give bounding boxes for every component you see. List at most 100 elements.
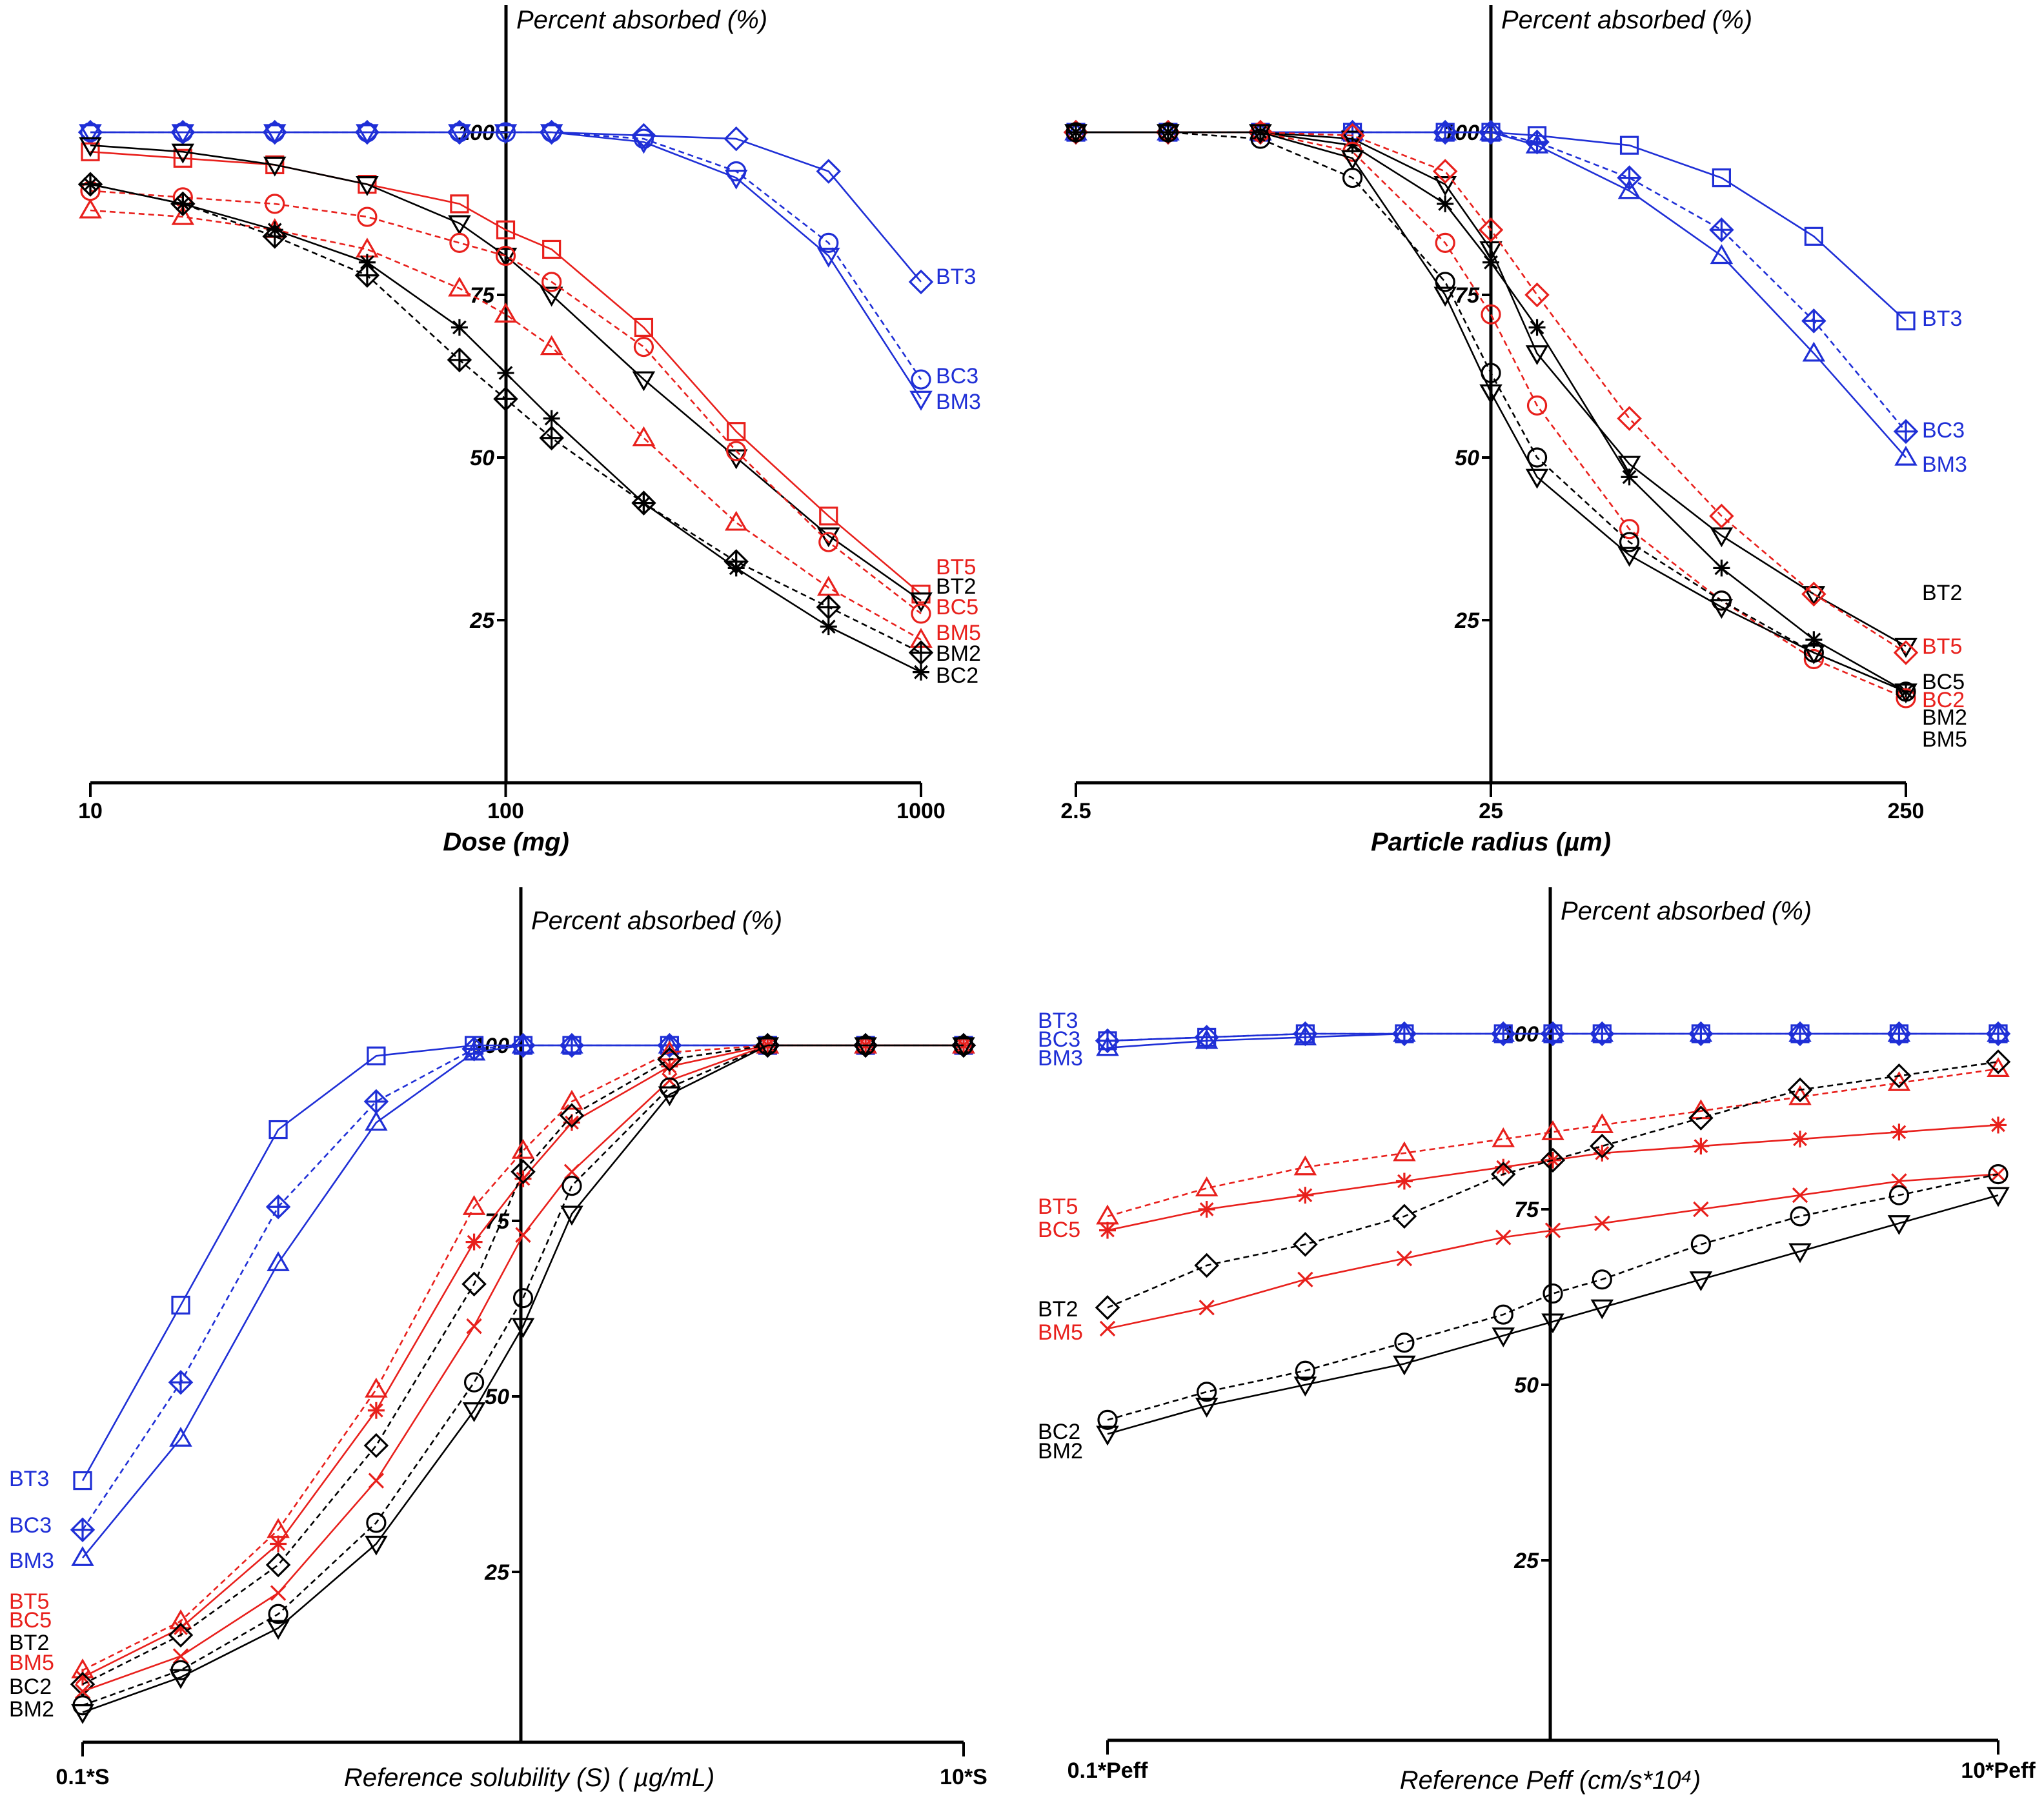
- data-point: [497, 364, 514, 381]
- data-point: [1099, 1320, 1116, 1337]
- y-tick-label: 25: [1454, 609, 1480, 633]
- data-point: [171, 205, 195, 225]
- data-point: [1525, 133, 1549, 154]
- data-point: [1064, 124, 1088, 145]
- data-point: [1198, 1201, 1215, 1218]
- series-BM2: BM2: [1066, 122, 1967, 730]
- data-point: [1525, 468, 1549, 489]
- y-tick-label: 25: [484, 1560, 510, 1585]
- series-BC3: BC3: [9, 1032, 976, 1542]
- data-point: [908, 640, 934, 665]
- series-line: [1107, 1194, 1999, 1435]
- data-point: [1433, 176, 1457, 196]
- series-label: BT3: [1038, 1009, 1078, 1033]
- data-point: [1891, 1173, 1907, 1189]
- series-label: BC5: [936, 595, 978, 619]
- data-point: [658, 1086, 682, 1107]
- data-point: [1896, 688, 1916, 709]
- data-point: [1802, 341, 1826, 362]
- data-point: [1526, 447, 1548, 468]
- data-point: [1893, 640, 1919, 665]
- data-point: [1802, 586, 1826, 606]
- data-point: [511, 1033, 535, 1054]
- data-point: [1396, 1250, 1413, 1267]
- data-point: [1492, 1127, 1515, 1147]
- series-label: BM3: [9, 1549, 54, 1573]
- data-point: [909, 390, 933, 411]
- data-point: [1894, 445, 1918, 466]
- series-line: [81, 1044, 964, 1531]
- series-BT2: BT2: [79, 137, 976, 612]
- data-point: [1492, 1327, 1515, 1348]
- data-point: [563, 1163, 580, 1180]
- series-label: BC2: [9, 1675, 52, 1699]
- series-label: BM2: [1038, 1439, 1083, 1464]
- data-point: [726, 441, 747, 461]
- data-point: [1689, 1271, 1713, 1292]
- data-point: [908, 269, 934, 295]
- data-point: [1594, 1144, 1611, 1162]
- data-point: [1790, 1206, 1810, 1227]
- series-label: BM3: [1038, 1046, 1083, 1071]
- data-point: [1157, 124, 1180, 145]
- data-point: [1195, 1398, 1219, 1418]
- data-point: [1709, 503, 1734, 528]
- series-BT5: BT5: [1038, 1057, 2010, 1225]
- data-point: [1495, 1229, 1512, 1245]
- series-line: [81, 1044, 964, 1482]
- series-BM2: BM2: [1038, 1187, 2010, 1464]
- data-point: [1788, 1243, 1812, 1263]
- data-point: [1479, 384, 1503, 405]
- data-point: [447, 347, 472, 373]
- data-point: [1493, 1304, 1513, 1325]
- data-point: [365, 1535, 388, 1556]
- data-point: [365, 1377, 388, 1398]
- data-point: [466, 1318, 482, 1334]
- series-line: [90, 150, 922, 595]
- data-point: [1250, 128, 1271, 149]
- data-point: [632, 371, 656, 392]
- series-label: BT2: [1922, 581, 1962, 605]
- y-tick-label: 75: [1455, 283, 1480, 308]
- series-line: [82, 1044, 964, 1671]
- series-label: BC5: [9, 1608, 52, 1633]
- data-point: [911, 603, 931, 624]
- data-point: [363, 1089, 389, 1114]
- data-point: [634, 317, 654, 337]
- data-point: [1295, 1360, 1315, 1381]
- data-point: [1802, 644, 1826, 665]
- series-label: BM2: [936, 641, 981, 666]
- series-label: BT5: [9, 1589, 49, 1614]
- series-label: BC3: [936, 364, 978, 388]
- series-line: [1076, 131, 1907, 654]
- data-point: [1804, 226, 1823, 246]
- data-point: [817, 247, 840, 268]
- data-point: [450, 194, 469, 214]
- data-point: [1617, 547, 1641, 567]
- data-point: [1482, 254, 1499, 271]
- data-point: [1293, 1376, 1317, 1397]
- data-point: [632, 426, 656, 447]
- series-line: [1107, 1173, 1999, 1421]
- data-point: [1393, 1021, 1416, 1042]
- data-point: [448, 124, 471, 145]
- data-point: [1393, 1355, 1416, 1376]
- data-point: [540, 287, 563, 307]
- data-point: [79, 124, 102, 145]
- series-BC2: BC2: [1066, 122, 1965, 712]
- series-label: BT5: [1922, 634, 1962, 659]
- data-point: [263, 124, 287, 145]
- series-BM5: BM5: [9, 1037, 972, 1700]
- data-point: [169, 1669, 192, 1689]
- data-point: [911, 369, 931, 390]
- series-line: [1107, 1173, 1999, 1330]
- data-point: [540, 124, 563, 145]
- data-point: [173, 148, 192, 168]
- data-point: [1792, 1131, 1809, 1148]
- data-point: [1590, 1133, 1615, 1159]
- x-axis-title: Reference solubility (S) ( µg/mL): [344, 1764, 714, 1792]
- data-point: [633, 337, 654, 357]
- data-point: [1617, 165, 1642, 190]
- data-point: [365, 1111, 388, 1131]
- data-point: [266, 221, 283, 239]
